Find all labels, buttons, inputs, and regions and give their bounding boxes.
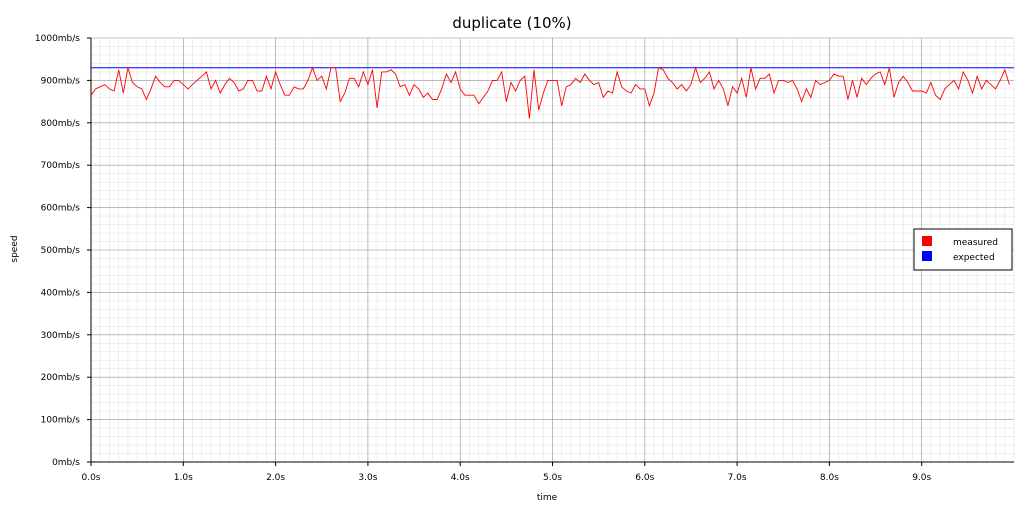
y-tick-label: 800mb/s bbox=[41, 119, 81, 129]
y-tick-label: 900mb/s bbox=[41, 76, 81, 86]
y-axis-ticks: 0mb/s 100mb/s 200mb/s 300mb/s 400mb/s 500mb/s… bbox=[35, 34, 91, 468]
x-tick-label: 1.0s bbox=[174, 473, 193, 483]
legend-label-measured: measured bbox=[953, 238, 998, 248]
x-tick-label: 8.0s bbox=[820, 473, 839, 483]
legend: measured expected bbox=[913, 228, 1013, 271]
y-tick-label: 300mb/s bbox=[41, 331, 81, 341]
y-tick-label: 200mb/s bbox=[41, 373, 81, 383]
y-axis-label: speed bbox=[10, 235, 20, 262]
y-tick-label: 400mb/s bbox=[41, 288, 81, 298]
x-tick-label: 5.0s bbox=[543, 473, 562, 483]
x-tick-label: 0.0s bbox=[81, 473, 100, 483]
x-axis-label: time bbox=[537, 493, 558, 503]
chart-title: duplicate (10%) bbox=[452, 14, 571, 32]
y-tick-label: 0mb/s bbox=[52, 458, 80, 468]
legend-box bbox=[913, 228, 1013, 271]
x-tick-label: 9.0s bbox=[912, 473, 931, 483]
x-tick-label: 6.0s bbox=[635, 473, 654, 483]
y-tick-label: 500mb/s bbox=[41, 246, 81, 256]
series-line-measured bbox=[90, 66, 1010, 119]
x-tick-label: 3.0s bbox=[358, 473, 377, 483]
legend-label-expected: expected bbox=[953, 253, 995, 263]
y-tick-label: 100mb/s bbox=[41, 416, 81, 426]
x-tick-label: 7.0s bbox=[728, 473, 747, 483]
legend-swatch-measured bbox=[922, 236, 932, 246]
x-tick-label: 2.0s bbox=[266, 473, 285, 483]
legend-swatch-expected bbox=[922, 251, 932, 261]
y-tick-label: 700mb/s bbox=[41, 161, 81, 171]
x-axis-ticks: 0.0s 1.0s 2.0s 3.0s 4.0s 5.0s 6.0s 7.0s 8.0s 9.0s bbox=[81, 462, 932, 483]
y-tick-label: 600mb/s bbox=[41, 204, 81, 214]
y-tick-label: 1000mb/s bbox=[35, 34, 80, 44]
x-tick-label: 4.0s bbox=[451, 473, 470, 483]
